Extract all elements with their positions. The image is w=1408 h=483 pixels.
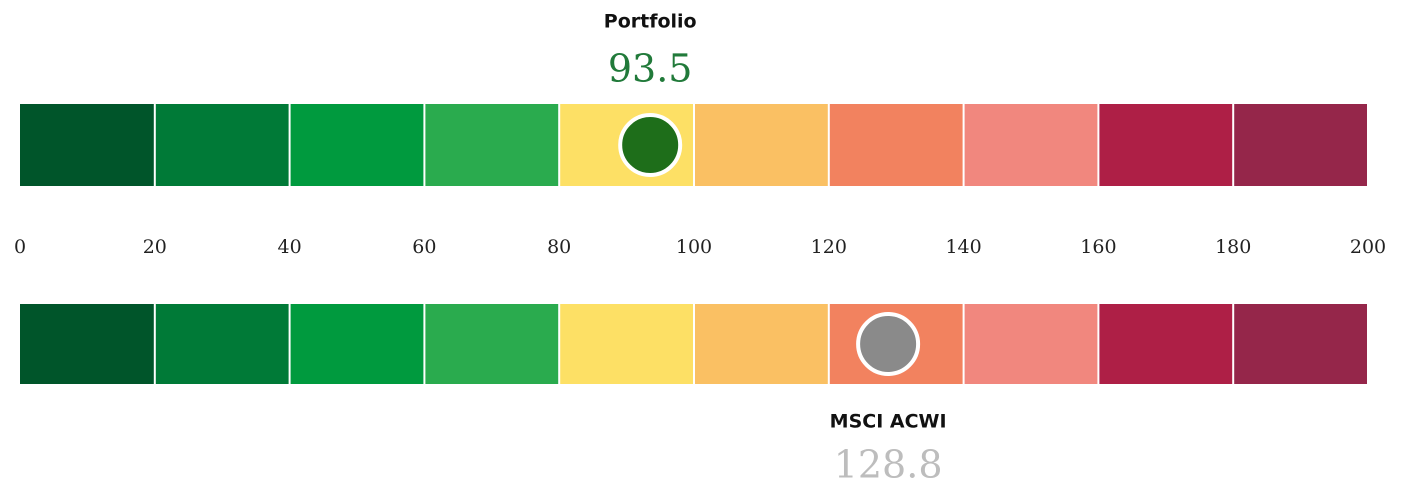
scale-band <box>1099 304 1233 384</box>
scale-band <box>155 104 289 186</box>
x-tick-label: 100 <box>676 236 712 258</box>
x-tick-label: 60 <box>412 236 436 258</box>
value-marker <box>856 312 921 376</box>
x-tick-label: 120 <box>811 236 847 258</box>
scale-band <box>1234 304 1367 384</box>
scale-band <box>560 304 693 384</box>
x-tick-label: 80 <box>547 236 571 258</box>
scale-band <box>425 304 559 384</box>
scale-band <box>829 104 963 186</box>
scale-band <box>695 104 828 186</box>
series-value: 128.8 <box>834 443 943 483</box>
scale-band <box>1234 104 1367 186</box>
scale-band <box>155 304 289 384</box>
scale-band <box>964 304 1098 384</box>
x-tick-label: 180 <box>1215 236 1251 258</box>
scale-band <box>20 104 154 186</box>
series-name: Portfolio <box>604 11 697 33</box>
scale-band <box>1099 104 1233 186</box>
series-value: 93.5 <box>608 47 693 91</box>
x-tick-label: 140 <box>945 236 981 258</box>
scale-band <box>20 304 154 384</box>
scale-band <box>695 304 828 384</box>
x-tick-label: 40 <box>278 236 302 258</box>
scale-band <box>425 104 559 186</box>
x-tick-label: 0 <box>14 236 26 258</box>
scale-band <box>964 104 1098 186</box>
value-marker <box>618 113 683 177</box>
x-tick-label: 20 <box>143 236 167 258</box>
scale-band <box>290 104 424 186</box>
x-tick-label: 200 <box>1350 236 1386 258</box>
x-tick-label: 160 <box>1080 236 1116 258</box>
series-name: MSCI ACWI <box>830 411 947 433</box>
scale-band <box>290 304 424 384</box>
